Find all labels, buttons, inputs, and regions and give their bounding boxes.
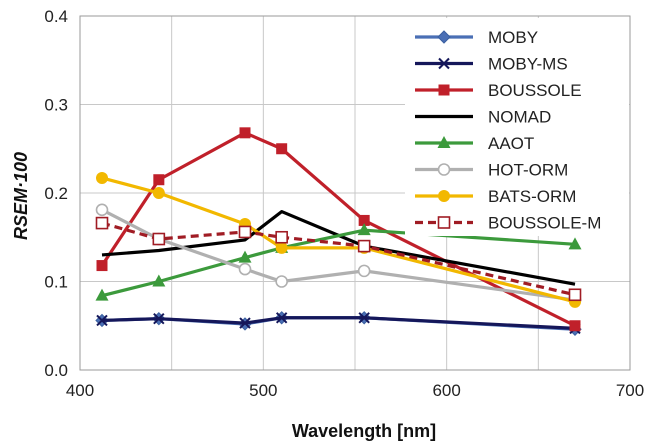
x-tick-label: 600 <box>432 381 460 400</box>
marker-stroke <box>438 57 450 70</box>
marker-stroke <box>358 312 370 324</box>
series-line-boussole-m <box>101 221 576 297</box>
y-tick-label: 0.0 <box>44 361 68 380</box>
data-point-boussole <box>239 127 251 139</box>
data-point-aaot <box>95 288 109 301</box>
data-point-aaot <box>357 223 371 236</box>
legend-label: MOBY <box>488 28 538 47</box>
series-nomad <box>101 209 576 286</box>
series-group <box>95 127 582 336</box>
legend-label: NOMAD <box>488 108 551 127</box>
legend-label: BOUSSOLE-M <box>488 214 601 233</box>
series-boussole <box>96 127 581 332</box>
legend-item-moby: MOBY <box>415 28 538 47</box>
data-point-hot-orm <box>357 264 371 278</box>
series-line-nomad <box>101 209 576 286</box>
legend: MOBY MOBY-MS BOUSSOLE NOMAD AAOT HOT-ORM BATS-… <box>405 18 629 236</box>
data-point-boussole-m <box>357 239 371 253</box>
series-line-hot-orm <box>101 208 576 302</box>
legend-marker <box>437 30 451 44</box>
plot-border <box>79 15 631 371</box>
legend-label: HOT-ORM <box>488 161 568 180</box>
legend-item-bats-orm: BATS-ORM <box>415 187 576 206</box>
series-boussole-m <box>95 216 582 302</box>
data-point-boussole-m <box>95 216 109 230</box>
data-point-boussole-m <box>275 230 288 244</box>
x-tick-label: 400 <box>66 381 94 400</box>
data-point-bats-orm <box>96 171 108 184</box>
series-line-bats-orm <box>101 176 576 304</box>
data-point-moby-ms <box>358 312 370 324</box>
legend-marker <box>437 136 451 148</box>
data-point-boussole <box>153 174 165 186</box>
series-moby-ms <box>96 312 581 335</box>
marker-stroke <box>239 317 251 329</box>
y-tick-label: 0.1 <box>44 273 68 292</box>
legend-item-boussole: BOUSSOLE <box>415 81 582 100</box>
legend-item-nomad: NOMAD <box>415 108 551 127</box>
legend-marker <box>438 190 450 202</box>
marker-stroke <box>96 314 108 327</box>
data-point-aaot <box>568 237 582 250</box>
legend-marker <box>437 216 451 229</box>
data-point-moby-ms <box>153 312 165 325</box>
data-point-hot-orm <box>238 262 252 276</box>
legend-item-moby-ms: MOBY-MS <box>415 55 568 74</box>
legend-marker <box>438 57 450 70</box>
data-point-moby-ms <box>96 314 108 327</box>
legend-item-hot-orm: HOT-ORM <box>415 161 568 180</box>
legend-label: MOBY-MS <box>488 55 568 74</box>
legend-label: BATS-ORM <box>488 187 576 206</box>
data-point-boussole-m <box>238 225 252 239</box>
data-point-moby-ms <box>239 317 251 329</box>
series-line-boussole <box>100 131 576 328</box>
data-point-aaot <box>238 250 252 263</box>
series-line-aaot <box>101 228 576 298</box>
data-point-aaot <box>152 274 166 287</box>
x-tick-label: 700 <box>616 381 644 400</box>
marker-stroke <box>275 312 288 324</box>
x-axis-ticks: 400 500 600 700 <box>66 381 644 400</box>
legend-label: AAOT <box>488 134 534 153</box>
data-point-boussole-m <box>568 288 582 302</box>
marker-stroke <box>153 312 165 325</box>
data-point-boussole <box>96 260 108 272</box>
data-point-moby-ms <box>275 312 288 324</box>
x-axis-title: Wavelength [nm] <box>292 421 436 441</box>
data-point-bats-orm <box>152 187 165 199</box>
y-axis-ticks: 0.0 0.1 0.2 0.3 0.4 <box>44 7 68 380</box>
y-tick-label: 0.3 <box>44 96 68 115</box>
y-axis-title: RSEM·100 <box>11 152 31 240</box>
data-point-bats-orm <box>275 241 288 254</box>
legend-item-boussole-m: BOUSSOLE-M <box>415 214 601 233</box>
data-point-hot-orm <box>275 275 288 288</box>
data-point-boussole <box>569 320 581 332</box>
y-tick-label: 0.2 <box>44 184 68 203</box>
data-point-boussole <box>358 214 370 226</box>
legend-item-aaot: AAOT <box>415 134 534 153</box>
x-tick-label: 500 <box>249 381 277 400</box>
legend-label: BOUSSOLE <box>488 81 582 100</box>
data-point-boussole-m <box>152 232 166 246</box>
data-point-hot-orm <box>95 203 109 217</box>
legend-marker <box>437 163 451 176</box>
data-point-boussole <box>276 143 288 155</box>
y-tick-label: 0.4 <box>44 7 68 26</box>
legend-marker <box>438 84 450 96</box>
series-line-moby-ms <box>101 316 576 331</box>
plot-area-border <box>79 15 631 371</box>
